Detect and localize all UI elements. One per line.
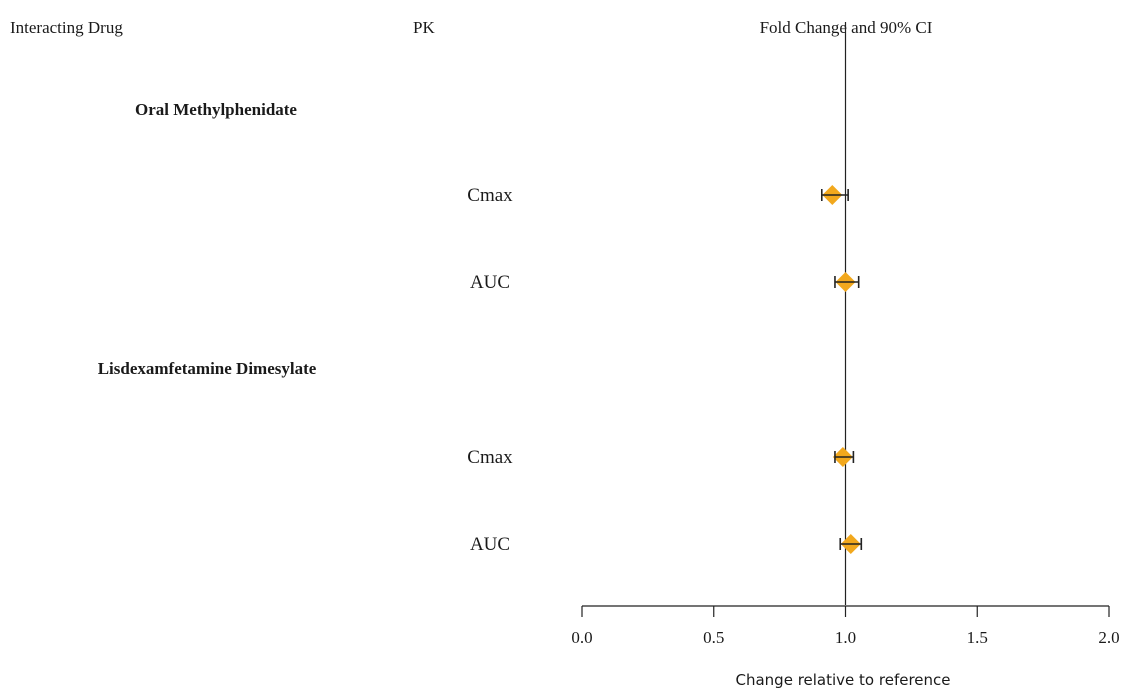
x-tick-label-0: 0.0 <box>571 628 592 647</box>
x-axis-label: Change relative to reference <box>736 671 951 689</box>
data-marks <box>820 185 863 554</box>
x-tick-label-1: 0.5 <box>703 628 724 647</box>
header-interacting-drug: Interacting Drug <box>10 18 123 37</box>
x-tick-label-3: 1.5 <box>967 628 988 647</box>
x-axis: 0.0 0.5 1.0 1.5 2.0 Change relative to r… <box>571 605 1120 689</box>
row-label-methylphenidate-cmax: Cmax <box>467 185 513 206</box>
header-fold-change: Fold Change and 90% CI <box>760 18 933 37</box>
x-tick-label-2: 1.0 <box>835 628 856 647</box>
row-label-methylphenidate-auc: AUC <box>470 272 510 293</box>
header-pk: PK <box>413 18 435 37</box>
row-label-lisdexamfetamine-auc: AUC <box>470 534 510 555</box>
group-label-oral-methylphenidate: Oral Methylphenidate <box>135 100 297 119</box>
x-tick-label-4: 2.0 <box>1098 628 1119 647</box>
row-label-lisdexamfetamine-cmax: Cmax <box>467 447 513 468</box>
group-label-lisdexamfetamine-dimesylate: Lisdexamfetamine Dimesylate <box>98 359 317 378</box>
